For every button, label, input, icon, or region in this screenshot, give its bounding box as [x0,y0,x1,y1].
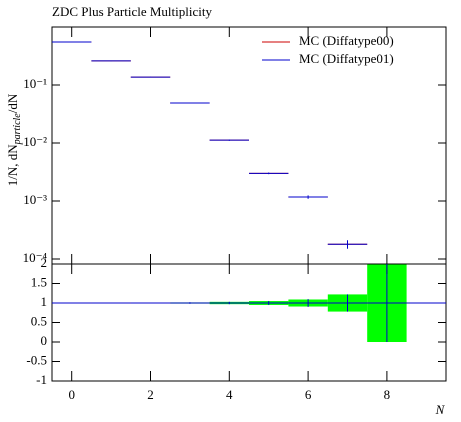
x-tick-label: 8 [384,387,391,402]
y-tick-label: 10⁻² [23,134,47,149]
legend-label: MC (Diffatype01) [299,51,394,66]
x-tick-label: 4 [226,387,233,402]
legend-label: MC (Diffatype00) [299,33,394,48]
y-tick-label: 1 [41,294,48,309]
y-tick-label: 0 [41,333,48,348]
y-tick-label: 10⁻¹ [23,76,47,91]
y-tick-label: 2 [41,255,48,270]
y-tick-label: 0.5 [31,313,47,328]
y-label-part: /dN [5,93,20,113]
y-label-sub: particle [12,113,23,146]
y-tick-label: -1 [36,372,47,387]
x-tick-label: 0 [68,387,75,402]
x-tick-label: 6 [305,387,312,402]
chart-title: ZDC Plus Particle Multiplicity [52,4,212,19]
y-tick-label: -0.5 [26,352,47,367]
y-axis-label: 1/N, dNparticle/dN [5,93,23,186]
y-tick-label: 10⁻³ [23,192,47,207]
y-tick-label: 1.5 [31,274,47,289]
x-axis-label: N [435,402,446,417]
x-tick-label: 2 [147,387,154,402]
y-tick-label: 10⁻⁴ [23,250,48,265]
y-label-part: 1/N, dN [5,144,20,187]
